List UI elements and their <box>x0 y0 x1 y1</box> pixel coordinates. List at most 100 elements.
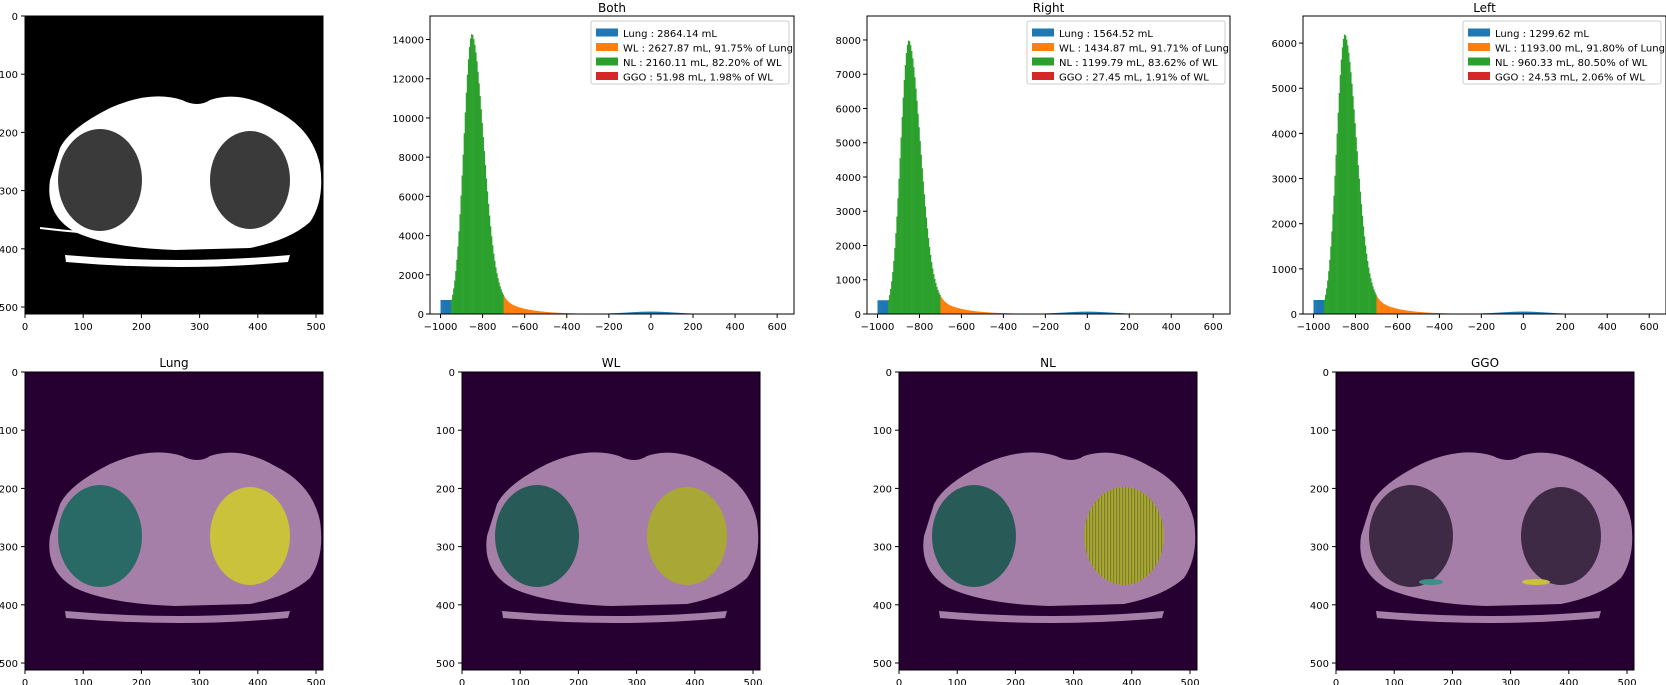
histogram-bar <box>500 289 502 314</box>
legend: Lung : 2864.14 mL WL : 2627.87 mL, 91.75%… <box>590 20 793 85</box>
histogram-bar <box>645 311 648 314</box>
x-tick-label: −1000 <box>1297 322 1331 333</box>
histogram-bar <box>513 305 515 314</box>
y-tick-label: 7000 <box>836 70 861 81</box>
histogram-bar <box>487 203 490 314</box>
y-tick-label: 4000 <box>399 232 424 243</box>
histogram-bar <box>990 312 993 314</box>
histogram-bar <box>1332 214 1334 314</box>
histogram-bar <box>484 164 487 314</box>
histogram-bar <box>534 310 536 314</box>
histogram-bar <box>1531 311 1534 314</box>
ct-panel: 0 100 200 300 400 500 0 100 200 300 400 500 <box>0 12 326 333</box>
histogram-bar <box>1330 246 1332 314</box>
histogram-bar <box>1095 311 1098 314</box>
y-tick-label: 500 <box>0 659 18 670</box>
legend-swatch <box>1032 57 1054 66</box>
histogram-bar <box>670 312 673 314</box>
x-tick-label: 400 <box>1559 678 1578 685</box>
y-tick-label: 200 <box>1310 484 1329 495</box>
histogram-bar <box>1519 311 1521 314</box>
x-tick-label: 300 <box>1501 678 1520 685</box>
histogram-bar <box>997 312 999 314</box>
y-tick-label: 4000 <box>836 173 861 184</box>
histogram-bar <box>648 311 651 314</box>
y-tick-label: 10000 <box>392 114 424 125</box>
histogram-bar <box>1057 312 1060 314</box>
histogram-bar <box>491 236 493 314</box>
x-tick-label: 500 <box>743 678 762 685</box>
y-tick-label: 2000 <box>399 271 424 282</box>
ct-ytick-label: 200 <box>0 128 18 139</box>
histogram-right: Right−1000 −800 −600 −400 −200 0 200 400 6000100… <box>836 1 1231 333</box>
histogram-bar <box>996 312 998 314</box>
legend-label: GGO : 27.45 mL, 1.91% of WL <box>1059 73 1209 84</box>
legend-label: Lung : 1299.62 mL <box>1495 29 1589 40</box>
histogram-bar <box>1368 267 1370 314</box>
histogram-bar <box>1386 305 1389 314</box>
histogram-bar <box>1501 312 1503 314</box>
x-tick-label: −800 <box>1342 322 1369 333</box>
histogram-bar <box>1547 312 1549 314</box>
histogram-bar <box>502 294 504 314</box>
histogram-bar <box>499 286 501 314</box>
histogram-bar <box>946 303 949 314</box>
histogram-bar <box>524 308 527 314</box>
histogram-bar <box>935 283 937 314</box>
histogram-bar <box>1364 245 1367 314</box>
histogram-bar <box>1432 312 1434 314</box>
histogram-bar <box>678 312 680 314</box>
histogram-bar <box>1421 312 1423 314</box>
histogram-bar <box>477 71 479 314</box>
histogram-bar <box>644 311 646 314</box>
histogram-bar <box>506 300 509 314</box>
histogram-bar <box>505 299 508 314</box>
histogram-bar <box>673 312 675 314</box>
histogram-bar <box>451 299 453 314</box>
x-tick-label: 400 <box>1122 678 1141 685</box>
histogram-bar <box>955 307 957 314</box>
histogram-bar <box>663 311 665 314</box>
histogram-bar <box>1091 311 1093 314</box>
histogram-bar <box>1426 312 1429 314</box>
histogram-bar <box>916 100 918 314</box>
histogram-bar <box>941 298 943 314</box>
histogram-bar <box>905 53 908 314</box>
y-tick-label: 0 <box>418 310 424 321</box>
x-tick-label: 0 <box>648 322 654 333</box>
histogram-bar <box>884 300 887 314</box>
histogram-bar <box>885 300 888 314</box>
histogram-bar <box>1084 311 1086 314</box>
histogram-bar <box>559 312 561 314</box>
histogram-bar <box>1070 312 1072 314</box>
histogram-bar <box>1528 311 1530 314</box>
histogram-bar <box>1090 311 1092 314</box>
histogram-bar <box>1530 311 1533 314</box>
legend-box <box>1026 20 1226 85</box>
histogram-bar <box>975 311 977 314</box>
y-tick-label: 5000 <box>1272 84 1297 95</box>
plot-frame <box>1302 15 1666 315</box>
legend-label: Lung : 1564.52 mL <box>1059 29 1153 40</box>
histogram-bar <box>962 309 964 314</box>
histogram-bar <box>908 41 911 314</box>
histogram-bar <box>1533 311 1536 314</box>
histogram-bar <box>1102 312 1104 314</box>
histogram-bar <box>1343 34 1346 314</box>
histogram-bar <box>1540 312 1542 314</box>
histogram-bar <box>1089 311 1091 314</box>
histogram-bar <box>930 262 933 314</box>
histogram-bar <box>1522 311 1524 314</box>
histogram-bar <box>1542 312 1544 314</box>
histogram-bar <box>1507 312 1509 314</box>
histogram-bar <box>1390 306 1392 314</box>
histogram-bar <box>934 278 936 314</box>
histogram-bar <box>890 288 892 314</box>
histogram-bar <box>956 307 958 314</box>
histogram-bar <box>1114 312 1116 314</box>
histogram-bar <box>1429 312 1432 314</box>
histogram-bar <box>1412 311 1414 314</box>
histogram-bar <box>456 259 458 314</box>
chart-title: Right <box>1033 1 1065 15</box>
x-tick-label: −200 <box>595 322 622 333</box>
